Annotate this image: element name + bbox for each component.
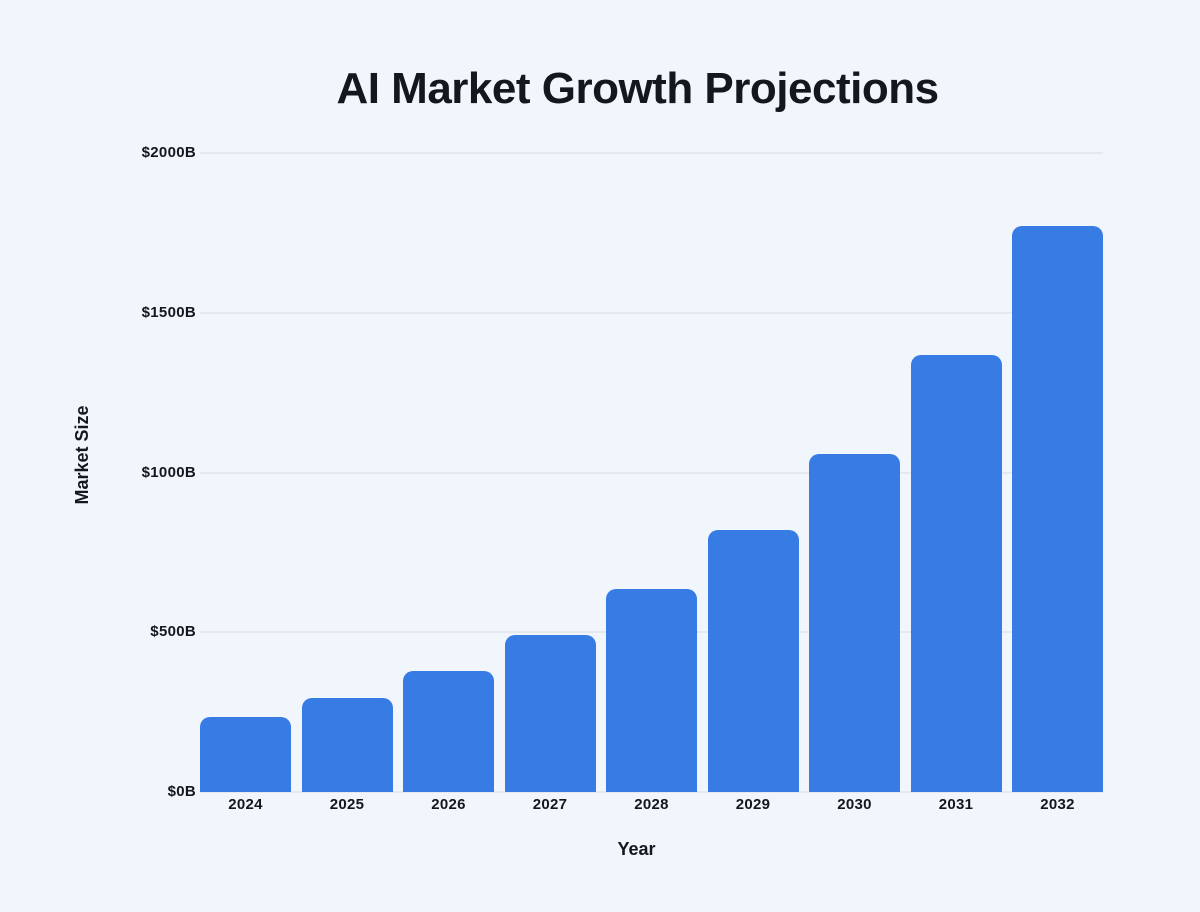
x-tick-label-2030: 2030 [837, 796, 872, 813]
bar-2024 [200, 716, 291, 792]
chart-title: AI Market Growth Projections [336, 64, 939, 113]
x-tick-label-2027: 2027 [532, 796, 568, 813]
bar-2025 [301, 698, 393, 792]
y-tick-label-1000: $1000B [141, 463, 196, 481]
gridline-2000 [200, 152, 1103, 154]
bar-2029 [707, 530, 799, 792]
gridline-1000 [200, 471, 1103, 474]
x-tick-label-2025: 2025 [329, 796, 365, 813]
bar-2030 [809, 453, 900, 792]
x-axis-title: Year [617, 839, 656, 859]
y-axis-tick-labels: $0B $500B $1000B $1500B $2000B [40, 144, 196, 800]
y-tick-label-1500: $1500B [141, 303, 196, 321]
bar-2028 [606, 589, 697, 792]
bar-2031 [910, 354, 1002, 792]
x-tick-label-2024: 2024 [228, 796, 263, 813]
y-tick-label-500: $500B [150, 623, 196, 641]
gridline-1500 [200, 311, 1103, 314]
x-tick-label-2029: 2029 [735, 796, 771, 813]
y-tick-label-2000: $2000B [141, 144, 196, 161]
x-tick-label-2026: 2026 [431, 796, 466, 813]
bar-2027 [504, 635, 596, 792]
bar-series [200, 153, 1103, 792]
plot-area [200, 152, 1103, 793]
x-tick-label-2028: 2028 [634, 796, 669, 813]
x-axis-tick-labels: 2024 2025 2026 2027 2028 2029 2030 2031 2032 [200, 796, 1103, 813]
x-tick-label-2032: 2032 [1040, 796, 1075, 813]
x-tick-label-2031: 2031 [938, 796, 974, 813]
bar-2026 [403, 670, 494, 792]
y-tick-label-0: $0B [167, 783, 196, 800]
gridline-0 [200, 791, 1103, 793]
bar-2032 [1012, 225, 1103, 792]
